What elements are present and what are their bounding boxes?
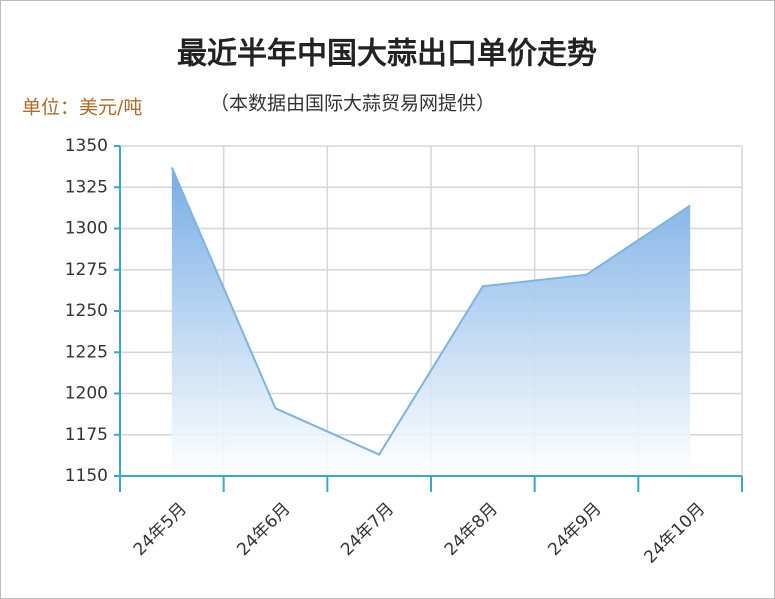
y-tick-label: 1300 xyxy=(65,219,108,239)
y-tick-label: 1275 xyxy=(65,260,108,280)
unit-label: 单位：美元/吨 xyxy=(22,97,142,119)
y-tick-label: 1175 xyxy=(65,425,108,445)
area-line xyxy=(170,167,691,456)
y-tick-label: 1350 xyxy=(65,136,108,156)
y-tick-label: 1200 xyxy=(65,384,108,404)
subtitle: （本数据由国际大蒜贸易网提供） xyxy=(210,93,495,115)
y-tick-label: 1250 xyxy=(65,301,108,321)
area-fill xyxy=(171,167,691,476)
chart-title: 最近半年中国大蒜出口单价走势 xyxy=(177,37,597,72)
y-tick-label: 1150 xyxy=(65,466,108,486)
y-tick-label: 1325 xyxy=(65,177,108,197)
y-tick-label: 1225 xyxy=(65,342,108,362)
